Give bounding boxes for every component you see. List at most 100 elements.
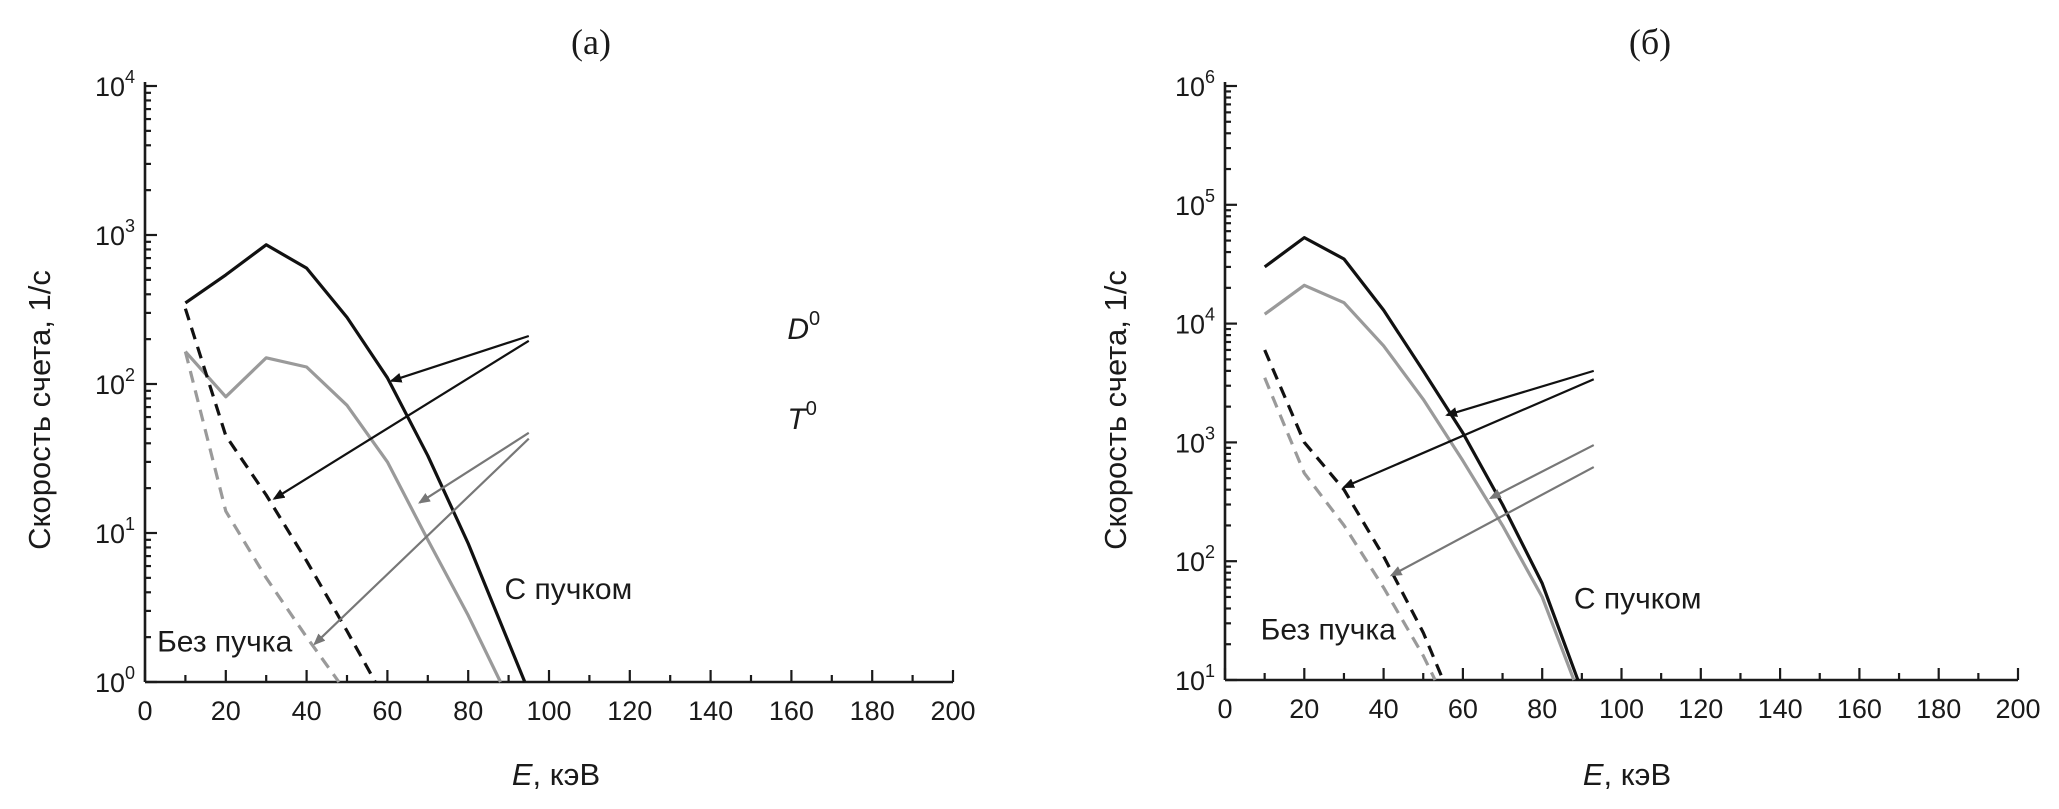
x-axis-label-unit: , кэВ	[533, 757, 601, 792]
x-tick-label: 200	[1995, 694, 2040, 724]
y-axis-label: Скорость счета, 1/с	[1098, 270, 1133, 550]
y-tick-label: 105	[1175, 186, 1215, 221]
x-tick-label: 0	[137, 696, 152, 726]
y-tick-exponent: 4	[125, 67, 135, 87]
y-tick-label: 102	[1175, 542, 1215, 577]
annotation-arrow	[272, 339, 530, 500]
annotation-t0: T0	[787, 398, 816, 436]
y-tick-base: 10	[95, 221, 125, 251]
series-layer	[1263, 236, 1580, 681]
annotation-arrow	[1445, 369, 1595, 417]
x-tick-label: 40	[1369, 694, 1399, 724]
arrow-layer	[272, 334, 530, 646]
x-tick-label: 80	[1527, 694, 1557, 724]
y-tick-exponent: 6	[1205, 67, 1215, 87]
y-tick-label: 104	[1175, 305, 1215, 340]
y-tick-label: 106	[1175, 67, 1215, 102]
x-axis-label-italic: E	[1583, 757, 1604, 792]
arrow-layer	[1342, 369, 1595, 577]
y-tick-label: 103	[95, 216, 135, 251]
axes: 0 20 40 60 80 100 120 140 160 180 2001011021031041…	[1175, 67, 2041, 724]
y-tick-exponent: 3	[125, 216, 135, 236]
x-tick-label: 0	[1217, 694, 1232, 724]
y-tick-label: 101	[95, 514, 135, 549]
y-tick-exponent: 5	[1205, 186, 1215, 206]
y-tick-base: 10	[95, 370, 125, 400]
x-tick-label: 120	[607, 696, 652, 726]
annotation-arrow	[1488, 444, 1595, 500]
x-tick-label: 40	[292, 696, 322, 726]
y-tick-exponent: 2	[1205, 542, 1215, 562]
annotation-symbol: T	[787, 403, 808, 436]
annotation-superscript: 0	[809, 308, 820, 330]
series-line-t0-nobeam	[1263, 377, 1437, 681]
y-tick-base: 10	[1175, 310, 1205, 340]
x-axis-label: E, кэВ	[512, 757, 600, 792]
annotation-superscript: 0	[806, 398, 817, 420]
x-axis-label-unit: , кэВ	[1604, 757, 1672, 792]
y-tick-base: 10	[95, 519, 125, 549]
annotation-no-beam: Без пучка	[157, 626, 292, 659]
y-tick-base: 10	[1175, 547, 1205, 577]
x-tick-label: 120	[1678, 694, 1723, 724]
y-tick-exponent: 4	[1205, 305, 1215, 325]
series-line-d0-nobeam	[183, 308, 377, 683]
x-tick-label: 180	[1916, 694, 1961, 724]
y-tick-base: 10	[95, 668, 125, 698]
x-axis-label-italic: E	[512, 757, 533, 792]
y-tick-label: 102	[95, 365, 135, 400]
y-tick-exponent: 1	[125, 514, 135, 534]
y-tick-base: 10	[1175, 666, 1205, 696]
annotation-no-beam: Без пучка	[1261, 613, 1396, 646]
annotation-with-beam: С пучком	[1574, 582, 1702, 615]
series-layer	[183, 243, 527, 683]
panel-title: (б)	[1629, 22, 1671, 62]
annotation-arrow	[389, 334, 530, 383]
x-tick-label: 140	[688, 696, 733, 726]
x-tick-label: 100	[526, 696, 571, 726]
series-line-d0-beam	[1263, 236, 1580, 681]
x-tick-label: 100	[1599, 694, 1644, 724]
annotation-d0: D0	[787, 308, 820, 346]
series-line-t0-beam	[184, 350, 502, 683]
chart-panel-b: (б) 0 20 40 60 80 100 120 140 160 180 200101102103…	[1098, 22, 2041, 792]
y-tick-exponent: 1	[1205, 661, 1215, 681]
x-tick-label: 60	[1448, 694, 1478, 724]
annotation-arrow	[418, 431, 530, 504]
series-line-t0-nobeam	[183, 351, 341, 683]
x-tick-label: 20	[1289, 694, 1319, 724]
axes: 0 20 40 60 80 100 120 140 160 180 2001001011021031…	[95, 67, 976, 726]
annotation-with-beam: С пучком	[505, 573, 633, 606]
x-axis-label: E, кэВ	[1583, 757, 1671, 792]
y-tick-label: 103	[1175, 423, 1215, 458]
annotation-arrow	[313, 437, 530, 646]
y-tick-exponent: 3	[1205, 423, 1215, 443]
x-tick-label: 180	[850, 696, 895, 726]
x-tick-label: 160	[769, 696, 814, 726]
x-tick-label: 200	[930, 696, 975, 726]
series-line-d0-nobeam	[1263, 349, 1445, 681]
x-tick-label: 60	[372, 696, 402, 726]
series-line-t0-beam	[1263, 283, 1576, 681]
y-tick-base: 10	[95, 72, 125, 102]
panel-title: (а)	[571, 22, 611, 62]
y-tick-base: 10	[1175, 191, 1205, 221]
x-tick-label: 160	[1837, 694, 1882, 724]
y-tick-base: 10	[1175, 72, 1205, 102]
y-axis-label: Скорость счета, 1/с	[22, 270, 57, 550]
y-tick-exponent: 0	[125, 663, 135, 683]
y-tick-base: 10	[1175, 428, 1205, 458]
y-tick-label: 101	[1175, 661, 1215, 696]
x-tick-label: 140	[1758, 694, 1803, 724]
x-tick-label: 20	[211, 696, 241, 726]
chart-panel-a: (а) 0 20 40 60 80 100 120 140 160 180 200100101102…	[22, 22, 976, 792]
x-tick-label: 80	[453, 696, 483, 726]
y-tick-label: 104	[95, 67, 135, 102]
y-tick-label: 100	[95, 663, 135, 698]
series-line-d0-beam	[184, 243, 527, 683]
annotation-arrow	[1389, 466, 1595, 577]
annotation-arrow	[1342, 378, 1595, 489]
